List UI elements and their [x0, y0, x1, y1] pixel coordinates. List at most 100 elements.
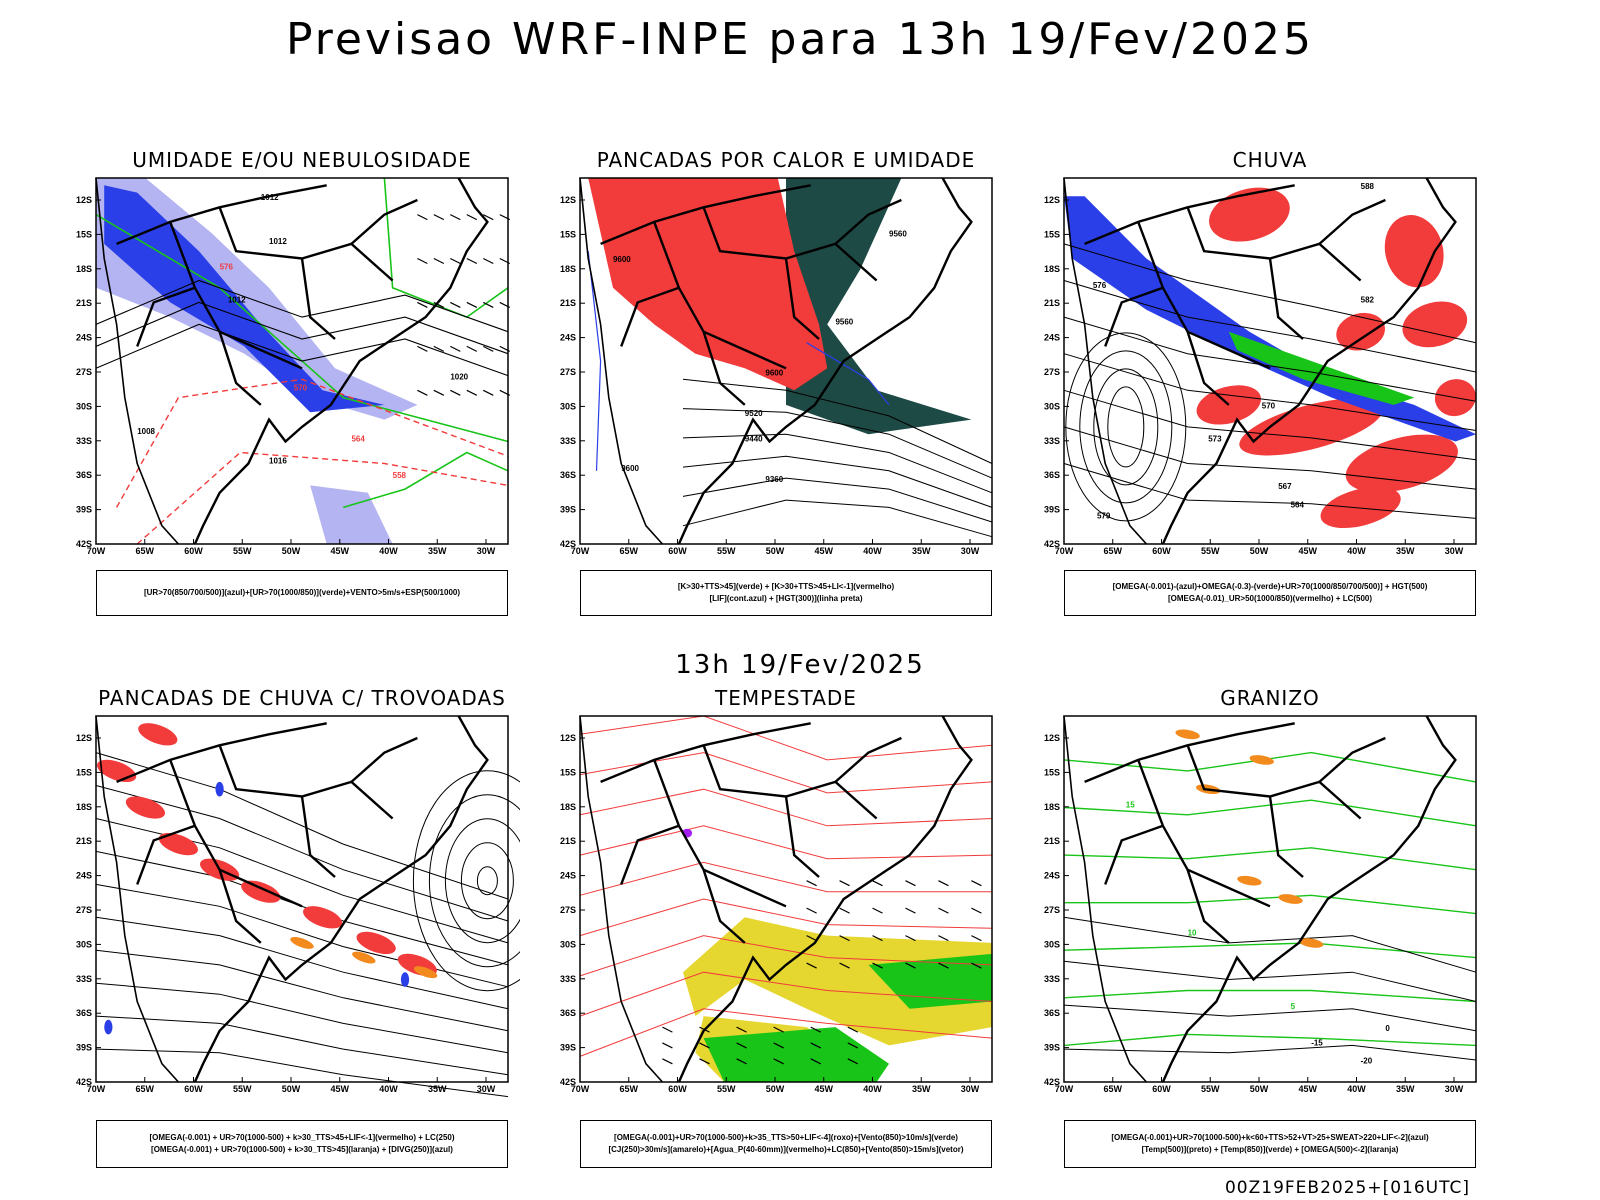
lat-tick-label: 27S [560, 367, 576, 377]
coastline [677, 715, 973, 1083]
wind-vector [662, 1026, 673, 1033]
contour-label: 0 [1385, 1024, 1390, 1033]
wind-vector [872, 935, 883, 942]
lat-tick-label: 18S [560, 264, 576, 274]
hgt500-contour [1063, 243, 1477, 344]
lat-tick-label: 12S [560, 733, 576, 743]
map-hail: 15 10 5 0 -15 -20 12S 15S 18S 21S 24S 27S 30S 33S 36S 3… [1044, 715, 1477, 1094]
legend-line: [OMEGA(-0.001) + UR>70(1000-500) + k>30_… [151, 1145, 453, 1154]
anticyclone-streamline [412, 770, 520, 992]
storm-red-cluster [356, 931, 396, 955]
legend-line: [K>30+TTS>45](verde) + [K>30+TTS>45+LI<-… [677, 582, 895, 591]
wind-vector [971, 907, 982, 914]
wind850-green-area-south [703, 1027, 889, 1082]
lon-tick-label: 70W [87, 546, 106, 556]
plot-frame [95, 177, 509, 545]
hgt500-contour [1063, 389, 1477, 461]
country-border [300, 796, 336, 878]
lon-tick-label: 35W [1396, 1084, 1415, 1094]
wind-vector [872, 880, 883, 887]
water-contour [579, 825, 993, 860]
legend-rain: [OMEGA(-0.001)-(azul)+OMEGA(-0.3)-(verde… [1064, 570, 1476, 616]
rain-blue-band [1064, 196, 1476, 442]
lon-tick-label: 65W [135, 546, 154, 556]
lat-tick-label: 27S [1044, 367, 1060, 377]
coastline [193, 177, 489, 545]
heat-red-area [588, 178, 828, 391]
lat-tick-label: 15S [76, 229, 92, 239]
wind-vector [736, 1042, 747, 1049]
lon-tick-label: 45W [1298, 546, 1317, 556]
humidity-isobar [95, 323, 509, 377]
lat-tick-label: 39S [560, 1043, 576, 1053]
panel-title-heat-showers: PANCADAS POR CALOR E UMIDADE [596, 148, 976, 172]
lon-tick-label: 65W [135, 1084, 154, 1094]
divergence-blue-spot [400, 972, 410, 987]
coastline [1161, 715, 1457, 1083]
lat-tick-label: 33S [560, 436, 576, 446]
lat-tick-label: 42S [1044, 539, 1060, 549]
plot-background [96, 716, 508, 1082]
lon-tick-label: 40W [1347, 1084, 1366, 1094]
west-coastline [579, 177, 663, 545]
omega-orange-spot [1299, 938, 1324, 948]
lon-tick-label: 40W [863, 546, 882, 556]
contour-label: 579 [1097, 511, 1111, 520]
plot-frame [1063, 715, 1477, 1083]
lon-tick-label: 50W [766, 1084, 785, 1094]
lat-tick-label: 21S [560, 836, 576, 846]
contour-label: 9560 [835, 317, 853, 326]
lon-tick-label: 60W [668, 1084, 687, 1094]
streamline [95, 752, 509, 900]
streamline [95, 850, 509, 966]
lat-tick-label: 24S [560, 333, 576, 343]
lat-tick-label: 24S [1044, 333, 1060, 343]
country-border [784, 258, 820, 340]
heat-teal-area [786, 178, 972, 435]
lat-tick-label: 18S [1044, 264, 1060, 274]
wind-vector [839, 935, 850, 942]
streamline [95, 1015, 509, 1076]
lat-tick-label: 36S [1044, 1008, 1060, 1018]
lat-tick-label: 42S [76, 1077, 92, 1087]
streamline [95, 916, 509, 1010]
lon-tick-label: 55W [717, 1084, 736, 1094]
lon-tick-label: 50W [282, 546, 301, 556]
contour-label: 1008 [137, 427, 155, 436]
lat-tick-label: 27S [560, 905, 576, 915]
contour-label: 564 [1291, 500, 1305, 509]
orange-cluster [413, 966, 438, 979]
wind-vector [736, 1058, 747, 1065]
panel-title-humidity: UMIDADE E/OU NEBULOSIDADE [132, 148, 472, 172]
lat-tick-label: 12S [1044, 733, 1060, 743]
wind-vector [938, 962, 949, 969]
wind-vector [483, 214, 494, 221]
lif-blue-contour [587, 251, 602, 471]
hgt500-contour [1063, 463, 1477, 519]
contour-label: 576 [220, 263, 234, 272]
wind-vector [483, 301, 494, 308]
storm-red-cluster [241, 880, 281, 903]
wind-vector [483, 257, 494, 265]
contour-label: 1012 [261, 193, 279, 202]
country-border [600, 722, 811, 784]
lon-tick-label: 50W [282, 1084, 301, 1094]
hgt300-contour [682, 499, 993, 538]
water-contour [579, 1008, 993, 1057]
lon-tick-label: 55W [1201, 1084, 1220, 1094]
plot-frame [579, 177, 993, 545]
temp500-contour [1063, 960, 1477, 1002]
wind-vector [662, 1058, 673, 1065]
wind-vector [839, 907, 850, 914]
coastline [677, 177, 973, 545]
lat-tick-label: 15S [1044, 767, 1060, 777]
lon-tick-label: 70W [87, 1084, 106, 1094]
panel-title-rain: CHUVA [1232, 148, 1308, 172]
country-border [1084, 184, 1295, 246]
contour-label: 573 [1208, 435, 1222, 444]
legend-line: [OMEGA(-0.001)-(azul)+OMEGA(-0.3)-(verde… [1112, 582, 1428, 591]
map-humidity: 1012 1012 1012 1008 1016 1020 576 570 564 558 12S 1… [76, 177, 511, 556]
lon-tick-label: 55W [1201, 546, 1220, 556]
footer-timestamp: 00Z19FEB2025+[016UTC] [1224, 1178, 1470, 1198]
